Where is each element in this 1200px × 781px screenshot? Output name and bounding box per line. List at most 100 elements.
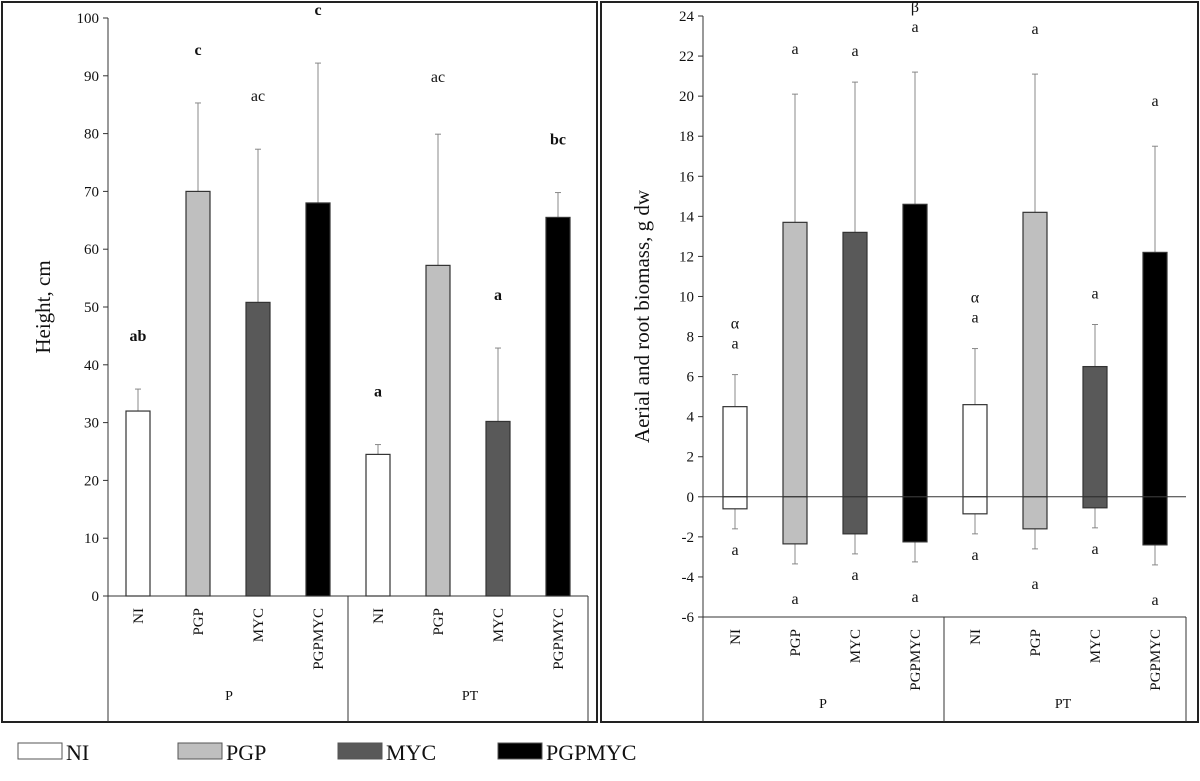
y-tick-label: 24 (679, 9, 695, 25)
category-label: PGP (431, 608, 447, 636)
y-tick-label: 40 (84, 358, 99, 374)
significance-letter: a (971, 310, 978, 327)
significance-letter: ac (431, 69, 445, 86)
legend-label: PGPMYC (546, 740, 636, 765)
significance-letter: c (314, 2, 321, 19)
y-tick-label: 90 (84, 69, 99, 85)
y-tick-label: 30 (84, 416, 99, 432)
significance-greek: β (911, 0, 919, 16)
legend-swatch-pgpmyc (497, 742, 543, 760)
bar-ni (125, 410, 151, 597)
y-tick-label: 50 (84, 300, 99, 316)
group-label: PT (1055, 697, 1072, 712)
significance-letter: a (791, 591, 798, 608)
significance-greek: α (731, 316, 740, 333)
significance-letter: a (791, 41, 798, 58)
category-label: NI (131, 608, 147, 624)
significance-letter: c (194, 42, 201, 59)
significance-letter: a (1031, 21, 1038, 38)
category-label: NI (968, 629, 984, 645)
y-tick-label: 10 (679, 289, 694, 305)
bar-myc (842, 496, 868, 535)
significance-letter: a (971, 547, 978, 564)
legend-swatch-myc (337, 742, 383, 760)
y-tick-label: 20 (679, 89, 694, 105)
legend-swatch-pgp (177, 742, 223, 760)
bar-pgpmyc (305, 202, 331, 597)
category-label: PGPMYC (311, 608, 327, 670)
bar-pgpmyc (902, 203, 928, 498)
y-axis-label: Aerial and root biomass, g dw (630, 189, 654, 443)
bar-pgpmyc (1142, 251, 1168, 498)
category-label: NI (728, 629, 744, 645)
significance-letter: a (851, 567, 858, 584)
bar-ni (722, 496, 748, 510)
significance-letter: a (494, 287, 502, 304)
category-label: MYC (491, 608, 507, 642)
bar-pgpmyc (1142, 496, 1168, 546)
bar-pgp (782, 221, 808, 498)
bar-ni (962, 404, 988, 498)
y-tick-label: 0 (92, 589, 100, 605)
significance-letter: a (911, 589, 918, 606)
significance-letter: a (731, 336, 738, 353)
y-tick-label: 100 (77, 11, 100, 27)
category-label: MYC (251, 608, 267, 642)
y-tick-label: -2 (682, 530, 695, 546)
category-label: PGPMYC (908, 629, 924, 691)
bar-pgp (1022, 496, 1048, 530)
significance-letter: bc (550, 132, 566, 149)
chart-frame (1, 1, 598, 723)
significance-letter: a (1091, 541, 1098, 558)
bar-ni (722, 406, 748, 498)
bar-pgpmyc (545, 216, 571, 597)
bar-pgp (782, 496, 808, 545)
category-label: NI (371, 608, 387, 624)
category-label: PGP (191, 608, 207, 636)
y-tick-label: 70 (84, 184, 99, 200)
y-tick-label: 22 (679, 49, 694, 65)
group-label: PT (462, 689, 479, 704)
y-tick-label: 12 (679, 249, 694, 265)
legend-swatch-ni (17, 742, 63, 760)
significance-letter: a (851, 43, 858, 60)
significance-letter: a (731, 542, 738, 559)
bar-ni (365, 453, 391, 597)
y-tick-label: 20 (84, 473, 99, 489)
category-label: MYC (1088, 629, 1104, 663)
bar-myc (1082, 496, 1108, 509)
y-tick-label: 8 (687, 330, 695, 346)
category-label: PGP (788, 629, 804, 657)
y-tick-label: 16 (679, 169, 695, 185)
y-tick-label: 14 (679, 209, 695, 225)
significance-letter: ab (130, 328, 147, 345)
y-tick-label: -4 (682, 570, 695, 586)
chart-frame (600, 1, 1199, 723)
category-label: MYC (848, 629, 864, 663)
group-label: P (225, 689, 233, 704)
significance-letter: a (1151, 93, 1158, 110)
y-axis-label: Height, cm (31, 260, 55, 353)
bar-myc (485, 420, 511, 597)
y-tick-label: 10 (84, 531, 99, 547)
significance-letter: a (911, 19, 918, 36)
y-tick-label: 18 (679, 129, 694, 145)
y-tick-label: -6 (682, 610, 695, 626)
category-label: PGPMYC (551, 608, 567, 670)
y-tick-label: 2 (687, 450, 695, 466)
category-label: PGPMYC (1148, 629, 1164, 691)
bar-myc (245, 301, 271, 597)
y-tick-label: 80 (84, 127, 99, 143)
group-label: P (819, 697, 827, 712)
significance-letter: a (1031, 576, 1038, 593)
y-tick-label: 4 (687, 410, 695, 426)
significance-letter: a (1091, 286, 1098, 303)
bar-pgp (1022, 211, 1048, 498)
significance-greek: α (971, 290, 980, 307)
category-label: PGP (1028, 629, 1044, 657)
y-tick-label: 6 (687, 370, 695, 386)
bar-pgp (185, 190, 211, 597)
bar-myc (1082, 365, 1108, 498)
